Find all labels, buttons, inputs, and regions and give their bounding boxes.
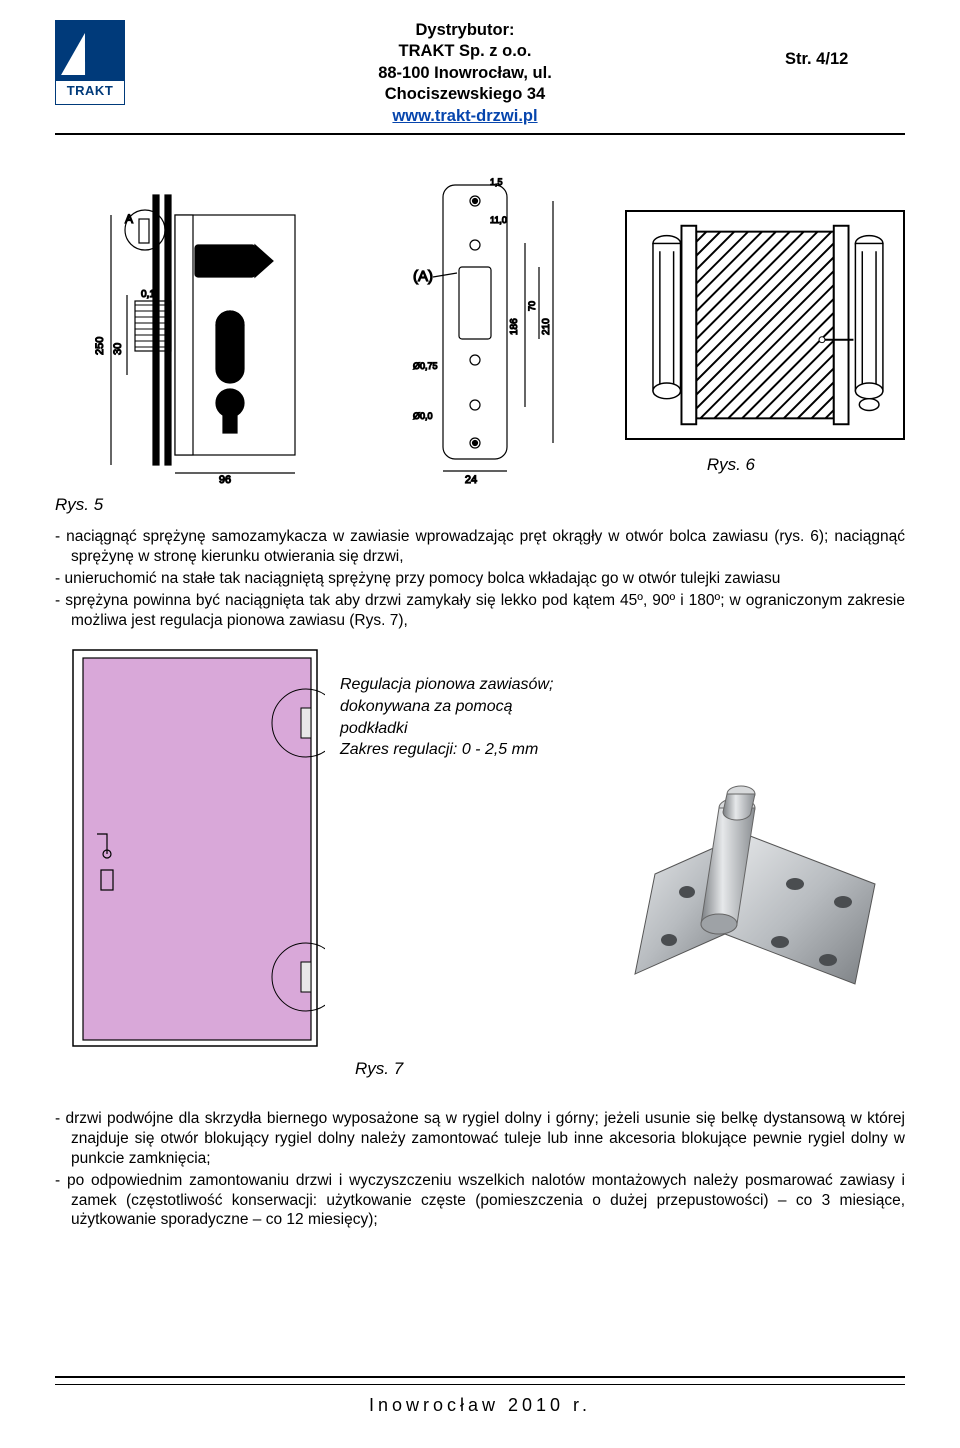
header-address: Dystrybutor: TRAKT Sp. z o.o. 88-100 Ino… [145, 20, 785, 127]
figure-7-hinge-3d [615, 774, 895, 1014]
figure-6-hinge-spring [625, 210, 905, 440]
dim-01: 0,1 [141, 289, 155, 300]
dim-250: 250 [95, 337, 106, 355]
figure-6-wrapper [625, 210, 905, 485]
company-name: TRAKT Sp. z o.o. [145, 41, 785, 62]
footer-text: Inowrocław 2010 r. [55, 1384, 905, 1416]
f7-l4: Zakres regulacji: 0 - 2,5 mm [340, 739, 600, 761]
dim-d00: Ø0,0 [413, 411, 433, 421]
p2-item-2: - po odpowiednim zamontowaniu drzwi i wy… [55, 1171, 905, 1230]
paragraph-2: - drzwi podwójne dla skrzydła biernego w… [55, 1109, 905, 1230]
distributor-label: Dystrybutor: [145, 20, 785, 41]
caption-rys7: Rys. 7 [55, 1059, 905, 1079]
company-logo: TRAKT [55, 20, 125, 105]
dim-30: 30 [112, 343, 124, 355]
p1-item-2: - unieruchomić na stałe tak naciągniętą … [55, 569, 905, 589]
dim-70: 70 [527, 301, 537, 311]
p1-item-1: - naciągnąć sprężynę samozamykacza w zaw… [55, 527, 905, 567]
p2-item-1: - drzwi podwójne dla skrzydła biernego w… [55, 1109, 905, 1168]
f7-l1: Regulacja pionowa zawiasów; [340, 674, 600, 696]
page-header: TRAKT Dystrybutor: TRAKT Sp. z o.o. 88-1… [55, 20, 905, 135]
page-footer: Inowrocław 2010 r. [55, 1376, 905, 1416]
figure-7-row: Regulacja pionowa zawiasów; dokonywana z… [55, 644, 905, 1054]
figure-7-label: Regulacja pionowa zawiasów; dokonywana z… [340, 644, 600, 760]
address-line-2: Chociszewskiego 34 [145, 84, 785, 105]
top-figures-row: 250 30 A 0,1 96 [55, 175, 905, 485]
dim-24: 24 [465, 474, 477, 485]
figure-strike-plate: (A) 1,5 11,0 186 70 210 Ø0,75 Ø0,0 24 [395, 175, 565, 485]
callout-A: (A) [413, 268, 433, 285]
f7-l2: dokonywana za pomocą [340, 696, 600, 718]
figure-5-lock-diagram: 250 30 A 0,1 96 [95, 175, 335, 485]
caption-rys5: Rys. 5 [55, 495, 103, 515]
callout-a-small: A [125, 212, 133, 226]
dim-186: 186 [509, 318, 520, 335]
logo-text: TRAKT [56, 81, 124, 98]
caption-rys6: Rys. 6 [707, 455, 755, 475]
figure-7-door [65, 644, 325, 1054]
website-link[interactable]: www.trakt-drzwi.pl [392, 107, 537, 125]
dim-t2: 11,0 [490, 215, 507, 225]
paragraph-1: - naciągnąć sprężynę samozamykacza w zaw… [55, 527, 905, 630]
page-number: Str. 4/12 [785, 20, 905, 69]
dim-210: 210 [541, 318, 552, 335]
dim-t1: 1,5 [490, 177, 503, 187]
dim-96: 96 [219, 474, 231, 485]
f7-l3: podkładki [340, 718, 600, 740]
caption-row-56: Rys. 5 Rys. 6 [55, 495, 905, 527]
address-line-1: 88-100 Inowrocław, ul. [145, 63, 785, 84]
p1-item-3: - sprężyna powinna być naciągnięta tak a… [55, 591, 905, 631]
dim-d075: Ø0,75 [413, 361, 438, 371]
